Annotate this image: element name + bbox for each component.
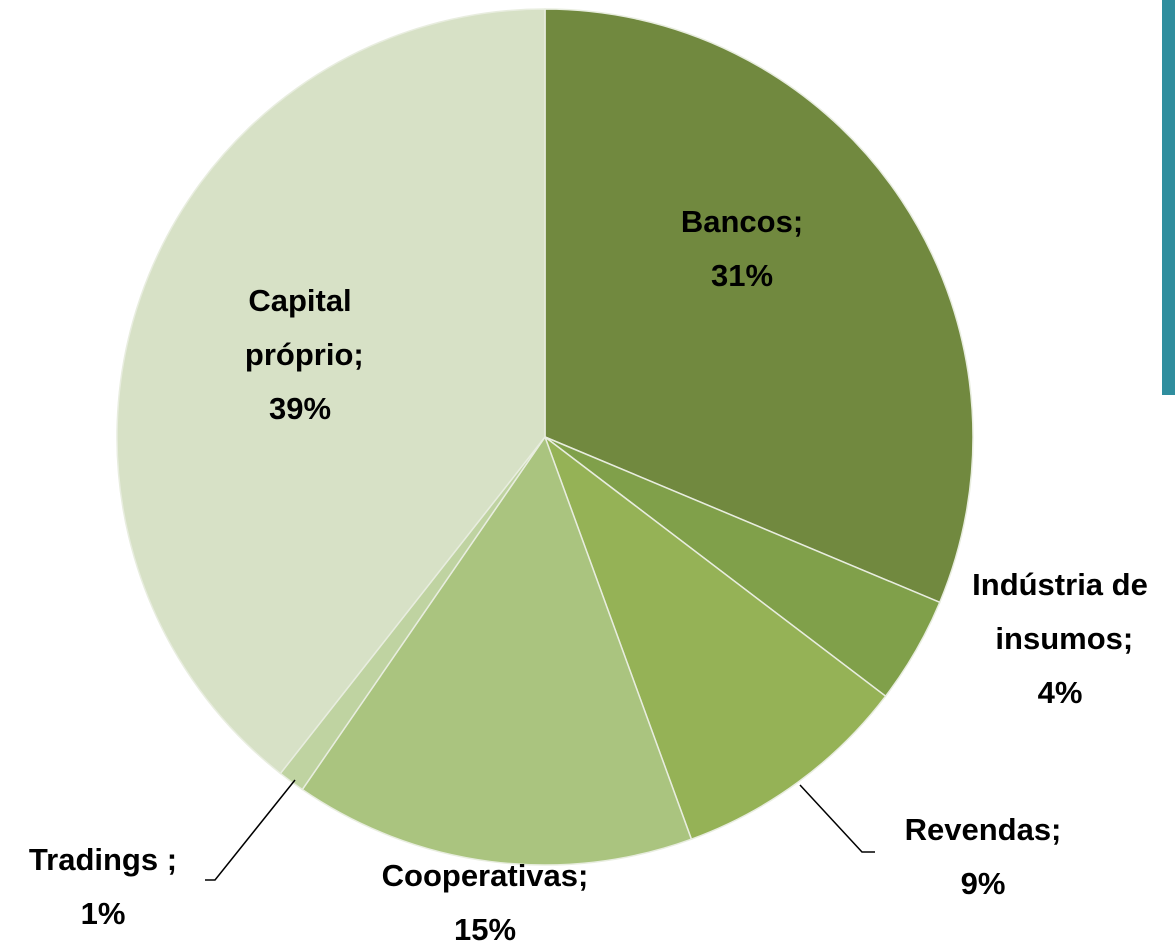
slice-label: Tradings ; (29, 842, 177, 877)
slice (544, 8, 974, 604)
value-label: 39% (269, 391, 331, 426)
side-bar (1162, 0, 1175, 395)
slice-label: Indústria de insumos; (972, 567, 1148, 656)
slice-label: Capital próprio; (236, 283, 363, 372)
slice (116, 8, 546, 775)
leader-line (799, 784, 875, 853)
value-label: 15% (454, 912, 516, 946)
slice-label: Bancos; (681, 204, 803, 239)
value-label: 9% (961, 866, 1006, 901)
slices (116, 8, 974, 866)
slice (543, 434, 887, 841)
leader-line (205, 779, 296, 881)
value-label: 4% (1038, 675, 1083, 710)
value-label: 31% (711, 258, 773, 293)
slice-label: Revendas; (905, 812, 1062, 847)
slice (301, 435, 693, 866)
slice-label: Cooperativas; (382, 858, 589, 893)
value-label: 1% (81, 896, 126, 931)
